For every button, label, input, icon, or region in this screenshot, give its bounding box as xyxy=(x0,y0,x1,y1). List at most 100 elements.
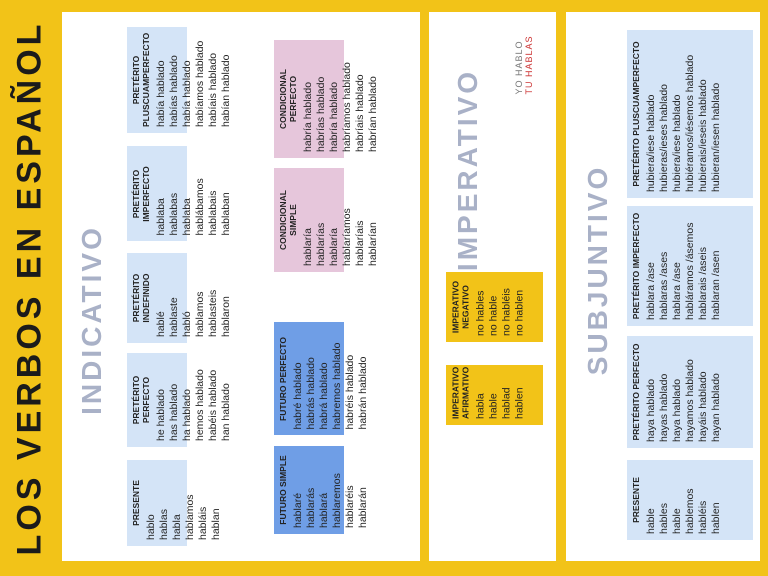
logo: YO HABLO TU HABLAS xyxy=(498,30,550,100)
conjugation-form: hablarán xyxy=(357,487,369,528)
conjugation-form: hablaba xyxy=(181,197,193,235)
conjugation-form: no hable xyxy=(487,295,499,336)
ind-condicional-simple-box: CONDICIONAL SIMPLE hablaría hablarías habla… xyxy=(274,168,379,272)
conjugation-form: habrán hablado xyxy=(357,356,369,429)
ind-futuro-simple-box: FUTURO SIMPLE hablaré hablarás hablará habla… xyxy=(274,446,369,534)
ind-presente-box: PRESENTE hablo hablas habla hablamos habláis h… xyxy=(127,460,222,546)
conjugation-form: habré hablado xyxy=(292,361,304,429)
conjugation-form: hablara /ase xyxy=(671,262,683,320)
conjugation-form: habléis xyxy=(697,500,709,534)
conjugation-form: habríais hablado xyxy=(354,74,366,152)
subjuntivo-title: SUBJUNTIVO xyxy=(581,164,613,376)
conjugation-form: ha hablado xyxy=(181,389,193,441)
tense-header: PRETÉRITO PERFECTO xyxy=(131,375,151,425)
conjugation-form: hables xyxy=(658,503,670,534)
conjugation-form: hubieras/ieses hablado xyxy=(658,84,670,192)
conjugation-form: habrían hablado xyxy=(367,76,379,152)
imperativo-title: IMPERATIVO xyxy=(451,68,483,272)
conjugation-form: hablaré xyxy=(292,492,304,528)
conjugation-form: hablaría xyxy=(302,228,314,266)
conjugation-form: habríamos hablado xyxy=(341,62,353,152)
ind-condicional-perfecto-box: CONDICIONAL PERFECTO habría hablado habría… xyxy=(274,40,379,158)
tense-header: PRETÉRITO PERFECTO xyxy=(631,343,641,441)
tense-header: FUTURO PERFECTO xyxy=(278,336,288,421)
conjugation-form: hablaran /asen xyxy=(710,250,722,320)
tense-header: IMPERATIVO NEGATIVO xyxy=(450,280,470,334)
conjugation-form: no hablen xyxy=(513,289,525,336)
sub-preterito-imperfecto-box: PRETÉRITO IMPERFECTO hablara /ase hablaras… xyxy=(627,206,753,326)
conjugation-form: hablasteis xyxy=(207,289,219,337)
conjugation-form: hablé xyxy=(155,311,167,337)
conjugation-form: habían hablado xyxy=(220,54,232,127)
conjugation-form: hablarían xyxy=(367,222,379,266)
conjugation-form: he hablado xyxy=(155,389,167,441)
ind-preterito-imperfecto-box: PRETÉRITO IMPERFECTO hablaba hablabas habla… xyxy=(127,146,232,241)
conjugation-form: hablaras /ases xyxy=(658,251,670,320)
sub-pluscuamperfecto-box: PRETÉRITO PLUSCUAMPERFECTO hubiera/iese h… xyxy=(627,30,753,198)
sub-presente-box: PRESENTE hable hables hable hablemos habléis h… xyxy=(627,460,753,540)
conjugation-form: habló xyxy=(181,311,193,337)
indicativo-title: INDICATIVO xyxy=(76,225,107,415)
conjugation-form: habéis hablado xyxy=(207,369,219,441)
conjugation-form: hablamos xyxy=(194,291,206,337)
sub-preterito-perfecto-box: PRETÉRITO PERFECTO haya hablado hayas habl… xyxy=(627,336,753,448)
conjugation-form: habrás hablado xyxy=(305,356,317,429)
tense-header: PRETÉRITO IMPERFECTO xyxy=(131,165,151,222)
tense-header: PRETÉRITO PLUSCUAMPERFECTO xyxy=(631,41,641,187)
conjugation-form: habías hablado xyxy=(168,55,180,127)
conjugation-form: hable xyxy=(645,508,657,534)
conjugation-form: había hablado xyxy=(181,60,193,127)
conjugation-form: hubiera/iese hablado xyxy=(671,94,683,193)
tense-header: PRESENTE xyxy=(631,477,641,523)
conjugation-form: hablamos xyxy=(184,494,196,540)
conjugation-form: hubierais/ieseis hablado xyxy=(697,79,709,192)
tense-header: IMPERATIVO AFIRMATIVO xyxy=(450,366,470,419)
conjugation-form: hablo xyxy=(145,514,157,540)
conjugation-form: habláis xyxy=(197,506,209,540)
conjugation-form: hablen xyxy=(710,502,722,534)
conjugation-form: habrá hablado xyxy=(318,361,330,429)
indicativo-panel xyxy=(62,12,420,561)
conjugation-form: habría hablado xyxy=(328,81,340,152)
conjugation-form: hablaríais xyxy=(354,220,366,266)
conjugation-form: habláramos /ásemos xyxy=(684,222,696,320)
tense-header: PRETÉRITO IMPERFECTO xyxy=(631,212,641,320)
conjugation-form: hablaréis xyxy=(344,485,356,528)
conjugation-form: habíamos hablado xyxy=(194,40,206,127)
tense-header: FUTURO SIMPLE xyxy=(278,455,288,525)
tense-header: PRETÉRITO PLUSCUAMPERFECTO xyxy=(131,32,151,127)
conjugation-form: hablabas xyxy=(168,192,180,235)
conjugation-form: hablen xyxy=(513,387,525,419)
ind-pluscuamperfecto-box: PRETÉRITO PLUSCUAMPERFECTO había hablado h… xyxy=(127,27,232,133)
conjugation-form: hablan xyxy=(210,508,222,540)
conjugation-form: hubieran/iesen hablado xyxy=(710,82,722,192)
conjugation-form: habíais hablado xyxy=(207,52,219,127)
conjugation-form: hayamos hablado xyxy=(684,359,696,442)
conjugation-form: hablaría xyxy=(328,228,340,266)
main-title-text: LOS VERBOS EN ESPAÑOL xyxy=(10,20,49,556)
conjugation-form: hablaremos xyxy=(331,473,343,528)
conjugation-form: habla xyxy=(171,514,183,540)
conjugation-form: habría hablado xyxy=(302,81,314,152)
conjugation-form: habrías hablado xyxy=(315,76,327,152)
conjugation-form: habremos hablado xyxy=(331,342,343,429)
conjugation-form: hable xyxy=(487,393,499,419)
conjugation-form: hablará xyxy=(318,492,330,528)
conjugation-form: hablábamos xyxy=(194,177,206,235)
conjugation-form: habla xyxy=(474,393,486,419)
conjugation-form: haya hablado xyxy=(645,378,657,442)
conjugation-form: hablemos xyxy=(684,488,696,534)
conjugation-form: han hablado xyxy=(220,383,232,441)
conjugation-form: hablaban xyxy=(220,191,232,235)
conjugation-form: habréis hablado xyxy=(344,354,356,429)
conjugation-form: hubiéramos/iésemos hablado xyxy=(684,54,696,192)
ind-futuro-perfecto-box: FUTURO PERFECTO habré hablado habrás habla… xyxy=(274,322,369,435)
conjugation-form: hablarías xyxy=(315,222,327,266)
conjugation-form: hayas hablado xyxy=(658,373,670,442)
conjugation-form: hemos hablado xyxy=(194,369,206,441)
conjugation-form: hablaron xyxy=(220,296,232,337)
tense-header: PRETÉRITO INDEFINIDO xyxy=(131,273,151,323)
conjugation-form: había hablado xyxy=(155,60,167,127)
imp-afirmativo-box: IMPERATIVO AFIRMATIVO habla hable hablad hab… xyxy=(446,365,543,425)
conjugation-form: hablarás xyxy=(305,487,317,528)
